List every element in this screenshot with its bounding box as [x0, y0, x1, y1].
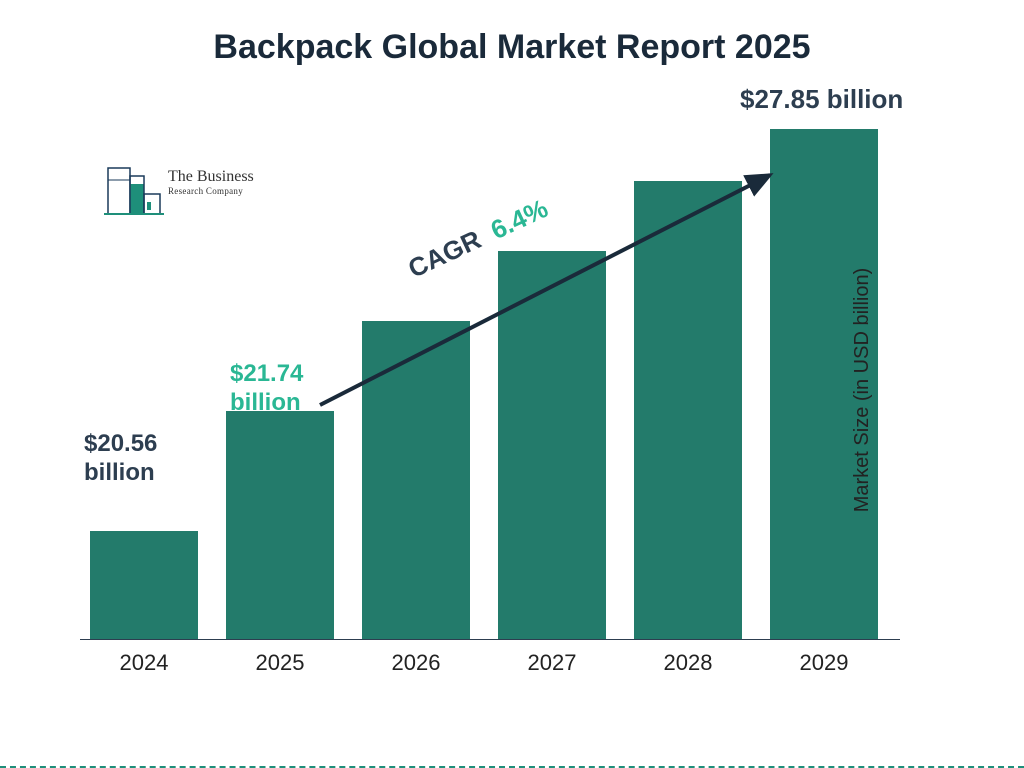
x-label-2029: 2029 — [770, 650, 878, 676]
bar-2025 — [226, 411, 334, 639]
bar-2028 — [634, 181, 742, 639]
chart-title: Backpack Global Market Report 2025 — [0, 28, 1024, 67]
report-canvas: Backpack Global Market Report 2025 The B… — [0, 0, 1024, 768]
x-label-2025: 2025 — [226, 650, 334, 676]
x-label-2027: 2027 — [498, 650, 606, 676]
bar-plot — [80, 110, 900, 640]
value-label-2029: $27.85 billion — [740, 84, 903, 115]
value-label-2025: $21.74billion — [230, 360, 303, 418]
x-label-2026: 2026 — [362, 650, 470, 676]
y-axis-label: Market Size (in USD billion) — [851, 268, 874, 513]
bar-2027 — [498, 251, 606, 639]
value-label-2024: $20.56billion — [84, 430, 157, 488]
bar-2026 — [362, 321, 470, 639]
x-label-2028: 2028 — [634, 650, 742, 676]
x-label-2024: 2024 — [90, 650, 198, 676]
chart-area: $20.56billion $21.74billion $27.85 billi… — [80, 110, 940, 670]
bar-2024 — [90, 531, 198, 639]
